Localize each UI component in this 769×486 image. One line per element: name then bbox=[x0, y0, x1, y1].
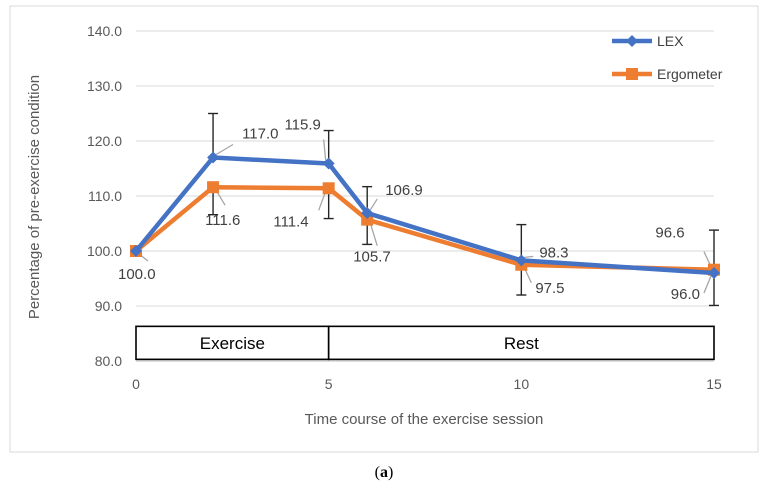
point-ergometer bbox=[207, 181, 220, 194]
label-leader bbox=[524, 255, 534, 258]
point-lex bbox=[515, 254, 528, 267]
data-label-lex: 106.9 bbox=[385, 182, 423, 199]
label-leader bbox=[215, 143, 234, 156]
y-tick-label: 120.0 bbox=[87, 133, 122, 149]
data-label-ergometer: 96.6 bbox=[655, 225, 684, 242]
data-label-lex: 100.0 bbox=[118, 266, 156, 283]
phase-label-rest: Rest bbox=[504, 334, 539, 353]
legend-label-lex: LEX bbox=[657, 33, 684, 49]
point-lex bbox=[322, 157, 335, 170]
x-tick-label: 15 bbox=[706, 376, 722, 392]
phase-boxes: Exercise Rest bbox=[135, 325, 715, 361]
phase-box-rest bbox=[327, 325, 715, 361]
data-label-ergometer: 111.6 bbox=[205, 212, 240, 229]
phase-box-exercise bbox=[135, 325, 330, 361]
caption-letter: a bbox=[380, 464, 388, 481]
data-label-ergometer: 97.5 bbox=[535, 280, 564, 297]
y-tick-label: 130.0 bbox=[87, 78, 122, 94]
label-leader bbox=[703, 275, 712, 294]
data-label-lex: 96.0 bbox=[671, 286, 700, 303]
series-line-ergometer bbox=[134, 184, 715, 272]
data-label-lex: 98.3 bbox=[539, 244, 568, 261]
label-leader bbox=[369, 222, 378, 246]
point-ergometer bbox=[361, 213, 374, 226]
point-lex bbox=[708, 267, 720, 279]
data-label-lex: 115.9 bbox=[284, 117, 320, 134]
data-label-ergometer: 111.4 bbox=[273, 213, 308, 230]
y-tick-label: 100.0 bbox=[87, 243, 122, 259]
phase-label-exercise: Exercise bbox=[200, 334, 265, 353]
series-lines bbox=[130, 151, 720, 279]
series-line-lex bbox=[134, 155, 715, 276]
label-leader bbox=[369, 198, 378, 211]
x-tick-label: 5 bbox=[325, 376, 333, 392]
y-tick-label: 80.0 bbox=[95, 353, 122, 369]
x-tick-label: 0 bbox=[132, 376, 140, 392]
label-leader bbox=[323, 139, 327, 161]
point-lex bbox=[130, 245, 142, 257]
y-axis-title: Percentage of pre-exercise condition bbox=[26, 75, 43, 319]
legend-marker-lex bbox=[626, 35, 638, 47]
x-tick-label: 10 bbox=[514, 376, 530, 392]
legend-label-ergometer: Ergometer bbox=[657, 66, 723, 82]
caption-open: ( bbox=[375, 464, 380, 481]
point-lex bbox=[361, 207, 374, 220]
point-ergometer bbox=[322, 182, 335, 195]
gridlines bbox=[136, 30, 714, 362]
legend: LEX Ergometer bbox=[612, 33, 723, 82]
label-leader bbox=[318, 191, 327, 211]
y-tick-label: 140.0 bbox=[87, 23, 122, 39]
y-tick-label: 110.0 bbox=[88, 188, 122, 204]
figure-caption: (a) bbox=[375, 464, 394, 481]
legend-marker-ergometer bbox=[626, 68, 638, 80]
caption-close: ) bbox=[388, 464, 393, 481]
data-label-ergometer: 105.7 bbox=[353, 249, 391, 266]
data-labels: 100.0 117.0 115.9 106.9 98.3 96.0 111.6 111.4 10… bbox=[118, 117, 700, 303]
point-lex bbox=[207, 151, 220, 164]
data-label-lex: 117.0 bbox=[242, 126, 278, 143]
x-axis-title: Time course of the exercise session bbox=[305, 411, 544, 428]
y-tick-label: 90.0 bbox=[95, 298, 122, 314]
chart-frame bbox=[9, 5, 759, 453]
axes: Percentage of pre-exercise condition Tim… bbox=[26, 23, 722, 428]
